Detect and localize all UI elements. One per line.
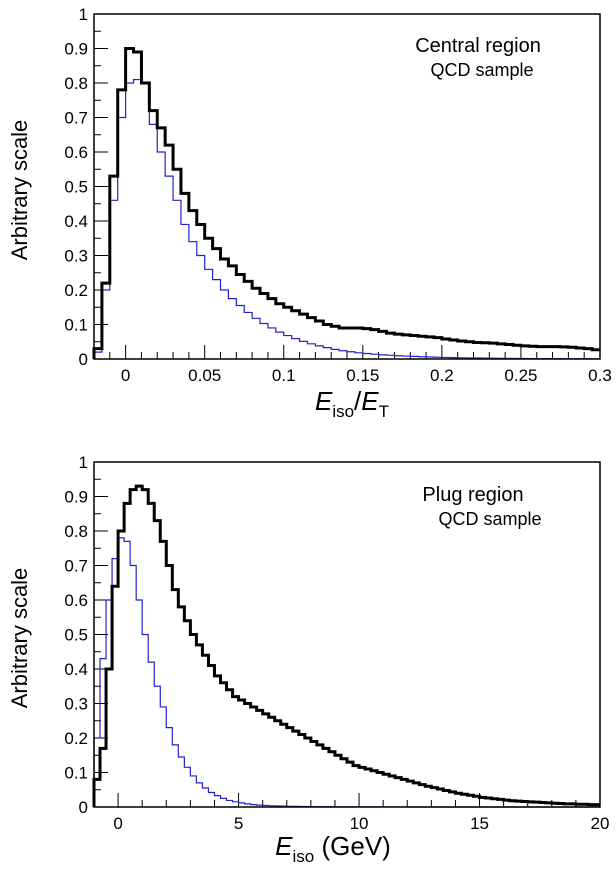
x-label-sub: iso bbox=[293, 847, 315, 866]
x-tick-label: 5 bbox=[234, 814, 243, 833]
y-tick-label: 0.8 bbox=[64, 74, 88, 93]
y-tick-label: 1 bbox=[79, 5, 88, 24]
x-tick-label: 0 bbox=[113, 814, 122, 833]
x-tick-label: 15 bbox=[470, 814, 489, 833]
y-tick-label: 0.4 bbox=[64, 660, 88, 679]
x-tick-label: 20 bbox=[591, 814, 610, 833]
x-label-divider: / bbox=[354, 386, 362, 416]
histogram-line-black bbox=[92, 484, 600, 807]
x-label-e1: E bbox=[315, 386, 333, 416]
histogram-line-black bbox=[92, 47, 600, 359]
x-label-sub1: iso bbox=[332, 402, 354, 421]
plot-frame bbox=[93, 461, 601, 808]
y-tick-label: 0.7 bbox=[64, 109, 88, 128]
x-label-e2: E bbox=[361, 386, 379, 416]
x-label-sub2: T bbox=[379, 402, 389, 421]
y-tick-label: 0.1 bbox=[64, 764, 88, 783]
annotation-line-2: QCD sample bbox=[438, 509, 541, 529]
x-tick-label: 0.2 bbox=[430, 366, 454, 385]
y-tick-label: 0.5 bbox=[64, 626, 88, 645]
x-tick-label: 0.15 bbox=[346, 366, 379, 385]
y-tick-labels: 0 0.1 0.2 0.3 0.4 0.5 0.6 0.7 0.8 0.9 1 bbox=[64, 453, 88, 817]
annotation-line-1: Central region bbox=[415, 35, 541, 57]
x-tick-label: 0.25 bbox=[504, 366, 537, 385]
x-label-e: E bbox=[275, 831, 293, 861]
x-tick-label: 0.3 bbox=[588, 366, 612, 385]
annotation-line-2: QCD sample bbox=[430, 60, 533, 80]
y-tick-label: 0.4 bbox=[64, 212, 88, 231]
y-tick-label: 0.2 bbox=[64, 729, 88, 748]
y-tick-label: 0.6 bbox=[64, 143, 88, 162]
chart-plug: Arbitrary scale 0 0.1 0.2 0.3 0.4 0.5 0.6 0.7 0.… bbox=[7, 453, 609, 866]
x-tick-label: 10 bbox=[350, 814, 369, 833]
x-tick-label: 0.1 bbox=[272, 366, 296, 385]
y-axis-label: Arbitrary scale bbox=[7, 568, 32, 709]
x-tick-label: 0 bbox=[121, 366, 130, 385]
y-tick-label: 0.7 bbox=[64, 557, 88, 576]
y-tick-label: 0 bbox=[79, 798, 88, 817]
plot-frame bbox=[93, 13, 601, 360]
x-axis-label: Eiso/ET bbox=[315, 386, 389, 421]
y-tick-label: 0.5 bbox=[64, 178, 88, 197]
annotation-line-1: Plug region bbox=[422, 484, 523, 506]
y-tick-label: 0.9 bbox=[64, 488, 88, 507]
y-axis-label: Arbitrary scale bbox=[7, 120, 32, 261]
x-tick-labels: 0 0.05 0.1 0.15 0.2 0.25 0.3 bbox=[121, 366, 612, 385]
y-tick-label: 0.2 bbox=[64, 281, 88, 300]
x-tick-label: 0.05 bbox=[188, 366, 221, 385]
x-label-unit: (GeV) bbox=[314, 831, 391, 861]
y-tick-label: 0.8 bbox=[64, 522, 88, 541]
y-tick-label: 0.9 bbox=[64, 40, 88, 59]
y-tick-label: 1 bbox=[79, 453, 88, 472]
chart-central: Arbitrary scale 0 0.1 0.2 0.3 0.4 0.5 0.6 0.7 0.… bbox=[7, 5, 612, 421]
x-tick-labels: 0 5 10 15 20 bbox=[113, 814, 609, 833]
y-tick-label: 0.3 bbox=[64, 695, 88, 714]
x-axis-label: Eiso (GeV) bbox=[275, 831, 391, 866]
y-tick-label: 0.1 bbox=[64, 316, 88, 335]
tick-marks bbox=[93, 13, 601, 360]
y-tick-label: 0.3 bbox=[64, 247, 88, 266]
y-tick-label: 0 bbox=[79, 350, 88, 369]
y-tick-label: 0.6 bbox=[64, 591, 88, 610]
y-tick-labels: 0 0.1 0.2 0.3 0.4 0.5 0.6 0.7 0.8 0.9 1 bbox=[64, 5, 88, 369]
